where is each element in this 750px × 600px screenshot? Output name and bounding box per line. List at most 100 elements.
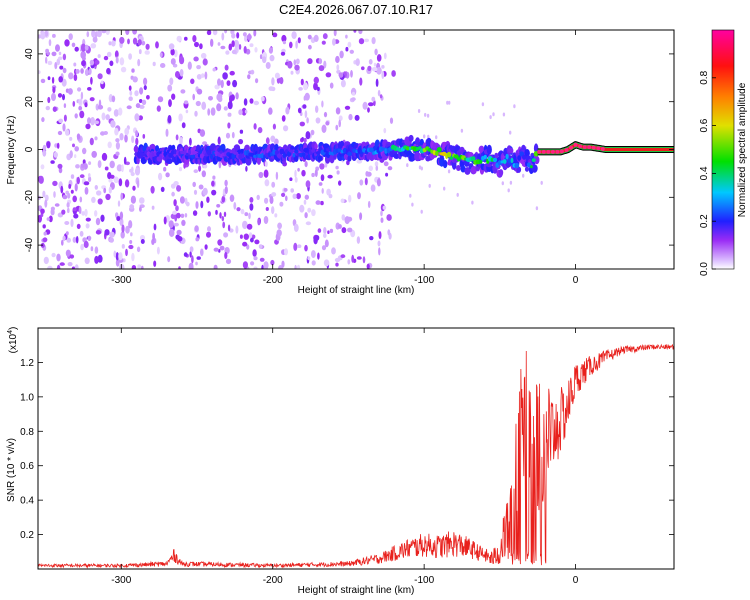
snr-panel: -300 -200 -100 0 0.2 0.4 0.6 0.8 1.0 1.2 Height o… [6, 327, 675, 596]
colorbar-tick-label: 0.4 [699, 166, 710, 180]
noise-speckle [210, 107, 216, 116]
spectrogram-signal-layer [133, 134, 674, 178]
noise-speckle [54, 203, 60, 207]
noise-speckle [125, 30, 130, 35]
noise-speckle [91, 30, 96, 38]
noise-speckle [70, 189, 74, 194]
noise-speckle [220, 45, 226, 50]
noise-speckle [168, 99, 172, 108]
noise-speckle [61, 209, 66, 215]
noise-speckle [243, 98, 248, 106]
noise-speckle [50, 208, 55, 216]
noise-speckle [338, 180, 342, 186]
noise-speckle [297, 107, 302, 114]
carrier-peak [559, 149, 564, 154]
noise-speckle [279, 77, 284, 85]
colorbar-tick-label: 0.8 [699, 70, 710, 84]
noise-speckle [56, 264, 61, 269]
noise-speckle [74, 46, 79, 52]
carrier-peak [569, 145, 573, 150]
noise-speckle [254, 239, 260, 245]
signal-core [326, 148, 330, 152]
signal-core [202, 149, 206, 155]
noise-speckle [225, 50, 230, 55]
noise-speckle [95, 217, 101, 226]
signal-envelope [533, 143, 539, 154]
noise-speckle [86, 31, 90, 38]
noise-speckle [130, 171, 135, 177]
noise-speckle [167, 115, 172, 124]
noise-speckle [204, 71, 208, 80]
noise-speckle [139, 104, 145, 109]
noise-speckle [228, 43, 233, 51]
noise-speckle [291, 31, 297, 39]
noise-speckle [375, 165, 379, 171]
noise-speckle [126, 105, 132, 110]
chart-title: C2E4.2026.067.07.10.R17 [279, 2, 433, 17]
noise-speckle [318, 182, 323, 186]
noise-speckle [227, 122, 231, 129]
noise-speckle [83, 181, 90, 186]
noise-speckle [175, 205, 179, 212]
noise-speckle [73, 213, 79, 219]
noise-speckle [304, 244, 308, 252]
noise-speckle [38, 214, 42, 223]
noise-speckle [79, 196, 83, 203]
noise-speckle [269, 196, 274, 205]
noise-speckle [359, 212, 363, 221]
noise-speckle [87, 117, 91, 124]
noise-speckle [92, 36, 98, 43]
noise-speckle [327, 174, 333, 179]
noise-speckle [383, 161, 389, 167]
noise-speckle [69, 254, 75, 259]
noise-speckle [108, 186, 112, 194]
noise-speckle [368, 102, 374, 107]
noise-speckle [115, 151, 120, 156]
noise-speckle [47, 265, 53, 269]
noise-speckle [315, 105, 319, 113]
noise-speckle [94, 136, 98, 141]
noise-speckle [116, 216, 121, 222]
signal-core [294, 149, 299, 154]
noise-speckle [57, 130, 63, 136]
carrier-peak [578, 144, 583, 149]
noise-speckle [143, 77, 148, 86]
noise-speckle [153, 223, 157, 231]
noise-speckle [75, 69, 80, 74]
signal-envelope [393, 153, 400, 160]
noise-speckle [306, 117, 309, 124]
noise-speckle [298, 87, 303, 91]
noise-speckle [84, 257, 90, 265]
noise-speckle [263, 216, 269, 224]
noise-speckle [229, 194, 235, 202]
noise-speckle [46, 217, 50, 221]
noise-speckle [132, 30, 137, 35]
snr-series-line [38, 343, 674, 569]
noise-speckle [513, 104, 516, 109]
noise-speckle [272, 123, 276, 130]
noise-speckle [329, 82, 334, 89]
y-tick-label: 0.6 [20, 461, 34, 472]
noise-speckle [313, 34, 319, 43]
noise-speckle [61, 239, 64, 246]
signal-core [408, 146, 412, 151]
noise-speckle [192, 210, 198, 216]
signal-core [446, 151, 452, 158]
noise-speckle [47, 96, 51, 104]
noise-speckle [100, 214, 105, 222]
noise-speckle [139, 197, 145, 204]
noise-speckle [271, 206, 275, 215]
noise-speckle [113, 109, 119, 117]
noise-speckle [137, 39, 142, 46]
signal-envelope [508, 147, 514, 154]
noise-speckle [245, 165, 248, 172]
noise-speckle [134, 167, 141, 176]
noise-speckle [365, 171, 369, 177]
noise-speckle [67, 88, 73, 95]
noise-speckle [198, 165, 202, 172]
noise-speckle [120, 231, 125, 239]
noise-speckle [233, 39, 240, 48]
noise-speckle [58, 51, 62, 56]
noise-speckle [238, 139, 244, 145]
noise-speckle [367, 107, 370, 113]
